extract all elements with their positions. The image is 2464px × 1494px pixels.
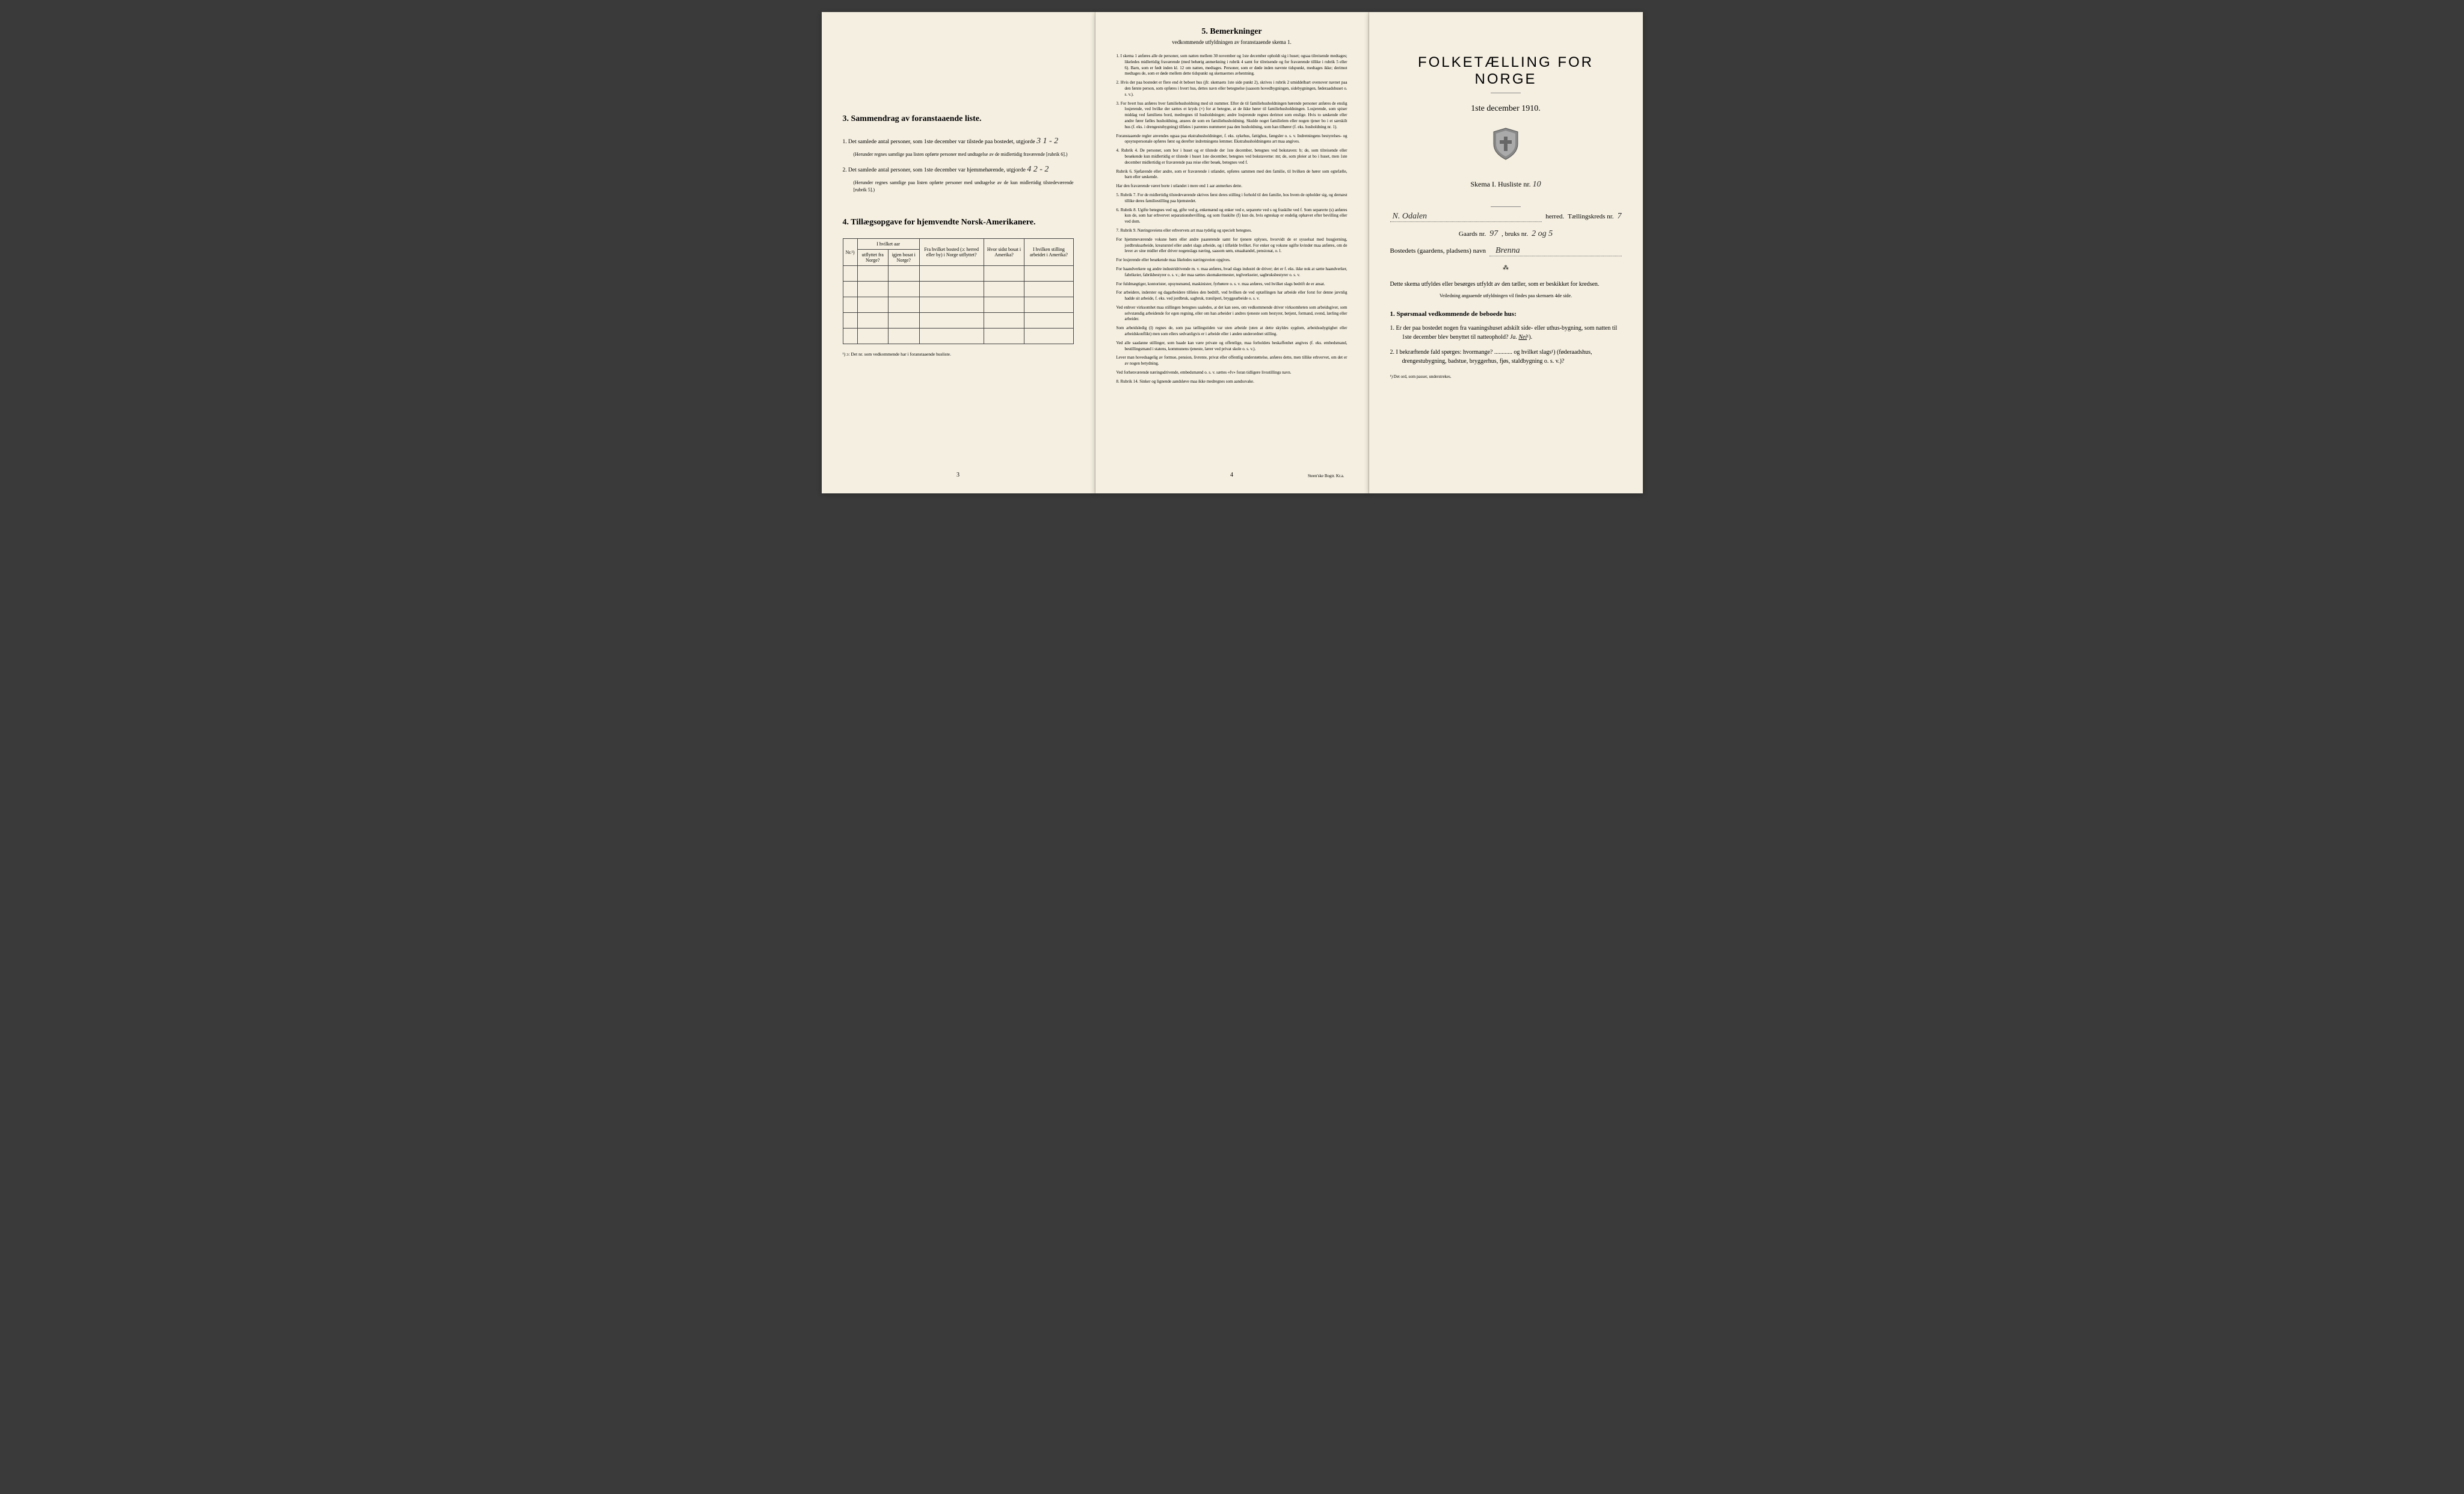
- skema-label: Skema I. Husliste nr.: [1470, 180, 1530, 188]
- herred-label: herred.: [1545, 213, 1564, 220]
- bosted-label: Bostedets (gaardens, pladsens) navn: [1390, 247, 1486, 255]
- census-date: 1ste december 1910.: [1390, 104, 1622, 114]
- item1-value: 3 1 - 2: [1036, 137, 1058, 146]
- item2-note: (Herunder regnes samtlige paa listen opf…: [843, 179, 1074, 194]
- remark-item: Har den fraværende været borte i utlande…: [1116, 184, 1348, 190]
- remark-item: Ved enhver virksomhet maa stillingen bet…: [1116, 305, 1348, 323]
- husliste-nr: 10: [1533, 180, 1541, 189]
- gaards-line: Gaards nr. 97 , bruks nr. 2 og 5: [1390, 229, 1622, 239]
- remark-item: For fuldmægtiger, kontorister, opsynsmæn…: [1116, 282, 1348, 288]
- ornament: ⁂: [1390, 265, 1622, 271]
- remark-item: 3. For hvert hus anføres hver familiehus…: [1116, 101, 1348, 131]
- bosted-value: Brenna: [1489, 246, 1622, 256]
- q1-ja: Ja.: [1510, 334, 1517, 341]
- page-cover: FOLKETÆLLING FOR NORGE 1ste december 191…: [1369, 12, 1643, 493]
- remark-item: 1. I skema 1 anføres alle de personer, s…: [1116, 54, 1348, 77]
- table-row: [843, 282, 1073, 297]
- item1-note: (Herunder regnes samtlige paa listen opf…: [843, 151, 1074, 158]
- remark-item: For losjerende eller besøkende maa likel…: [1116, 258, 1348, 264]
- remark-item: 8. Rubrik 14. Sinker og lignende aandslø…: [1116, 379, 1348, 385]
- remark-item: 2. Hvis der paa bostedet er flere end ét…: [1116, 80, 1348, 97]
- instruction-1: Dette skema utfyldes eller besørges utfy…: [1390, 280, 1622, 289]
- coat-of-arms-icon: [1390, 127, 1622, 167]
- bruks-nr: 2 og 5: [1532, 229, 1553, 239]
- summary-item-2: 2. Det samlede antal personer, som 1ste …: [843, 163, 1074, 176]
- th-where: Hvor sidst bosat i Amerika?: [984, 239, 1024, 266]
- th-nr: Nr.¹): [843, 239, 857, 266]
- section-3-title: 3. Sammendrag av foranstaaende liste.: [843, 114, 1074, 124]
- remark-item: 7. Rubrik 9. Næringsveiens eller erhverv…: [1116, 228, 1348, 234]
- herred-value: N. Odalen: [1390, 212, 1542, 222]
- gaards-nr: 97: [1489, 229, 1498, 239]
- bruks-label: , bruks nr.: [1502, 230, 1528, 238]
- bosted-line: Bostedets (gaardens, pladsens) navn Bren…: [1390, 246, 1622, 256]
- th-from: Fra hvilket bosted (ɔ: herred eller by) …: [919, 239, 984, 266]
- remark-item: For haandverkere og andre industridriven…: [1116, 267, 1348, 279]
- footnote-underline: ¹) Det ord, som passer, understrekes.: [1390, 374, 1622, 379]
- item2-value: 4 2 - 2: [1027, 165, 1049, 174]
- remark-item: For arbeidere, inderster og dagarbeidere…: [1116, 290, 1348, 302]
- remarks-list: 1. I skema 1 anføres alle de personer, s…: [1116, 54, 1348, 385]
- item2-text: 2. Det samlede antal personer, som 1ste …: [843, 167, 1026, 173]
- q1-nei: Nei: [1518, 334, 1527, 341]
- main-title: FOLKETÆLLING FOR NORGE: [1390, 54, 1622, 88]
- page-3: 3. Sammendrag av foranstaaende liste. 1.…: [822, 12, 1095, 493]
- question-1: 1. Er der paa bostedet nogen fra vaaning…: [1390, 324, 1622, 342]
- question-heading: 1. Spørsmaal vedkommende de beboede hus:: [1390, 310, 1622, 318]
- divider: [1491, 206, 1521, 207]
- remark-item: Ved alle saadanne stillinger, som baade …: [1116, 341, 1348, 353]
- remark-item: 5. Rubrik 7. For de midlertidig tilstede…: [1116, 193, 1348, 205]
- page-number: 3: [956, 472, 959, 478]
- page-4: 5. Bemerkninger vedkommende utfyldningen…: [1095, 12, 1369, 493]
- remark-item: Foranstaaende regler anvendes ogsaa paa …: [1116, 134, 1348, 146]
- gaards-label: Gaards nr.: [1459, 230, 1486, 238]
- census-document: 3. Sammendrag av foranstaaende liste. 1.…: [822, 12, 1643, 493]
- footnote-1: ¹) ɔ: Det nr. som vedkommende har i fora…: [843, 351, 1074, 357]
- skema-line: Skema I. Husliste nr. 10: [1390, 180, 1622, 190]
- herred-line: N. Odalen herred. Tællingskreds nr. 7: [1390, 212, 1622, 222]
- kreds-nr: 7: [1618, 212, 1622, 221]
- table-row: [843, 313, 1073, 329]
- th-year: I hvilket aar: [857, 239, 919, 250]
- kreds-label: Tællingskreds nr.: [1568, 213, 1613, 220]
- section-4-title: 4. Tillægsopgave for hjemvendte Norsk-Am…: [843, 218, 1074, 227]
- publisher-imprint: Steen'ske Bogtr. Kr.a.: [1308, 474, 1344, 478]
- th-emigrated: utflyttet fra Norge?: [857, 250, 888, 266]
- remark-item: Som arbeidsledig (l) regnes de, som paa …: [1116, 326, 1348, 338]
- remark-item: Lever man hovedsagelig av formue, pensio…: [1116, 355, 1348, 367]
- th-job: I hvilken stilling arbeidet i Amerika?: [1024, 239, 1073, 266]
- remark-item: For hjemmeværende voksne børn eller andr…: [1116, 237, 1348, 255]
- section-5-subtitle: vedkommende utfyldningen av foranstaaend…: [1116, 39, 1348, 45]
- instruction-2: Veiledning angaaende utfyldningen vil fi…: [1390, 293, 1622, 298]
- q1-sup: ¹).: [1527, 334, 1532, 341]
- americans-table: Nr.¹) I hvilket aar Fra hvilket bosted (…: [843, 238, 1074, 344]
- page-number: 4: [1230, 472, 1233, 478]
- table-row: [843, 297, 1073, 313]
- remark-item: Rubrik 6. Sjøfarende eller andre, som er…: [1116, 169, 1348, 181]
- q1-text: 1. Er der paa bostedet nogen fra vaaning…: [1390, 325, 1618, 341]
- remark-item: 6. Rubrik 8. Ugifte betegnes ved ug, gif…: [1116, 208, 1348, 225]
- remark-item: 4. Rubrik 4. De personer, som bor i huse…: [1116, 148, 1348, 165]
- table-row: [843, 329, 1073, 344]
- remark-item: Ved forhenværende næringsdrivende, embed…: [1116, 370, 1348, 376]
- th-returned: igjen bosat i Norge?: [888, 250, 919, 266]
- question-2: 2. I bekræftende fald spørges: hvormange…: [1390, 348, 1622, 366]
- item1-text: 1. Det samlede antal personer, som 1ste …: [843, 139, 1035, 145]
- table-row: [843, 266, 1073, 282]
- summary-item-1: 1. Det samlede antal personer, som 1ste …: [843, 135, 1074, 147]
- section-5-title: 5. Bemerkninger: [1116, 27, 1348, 37]
